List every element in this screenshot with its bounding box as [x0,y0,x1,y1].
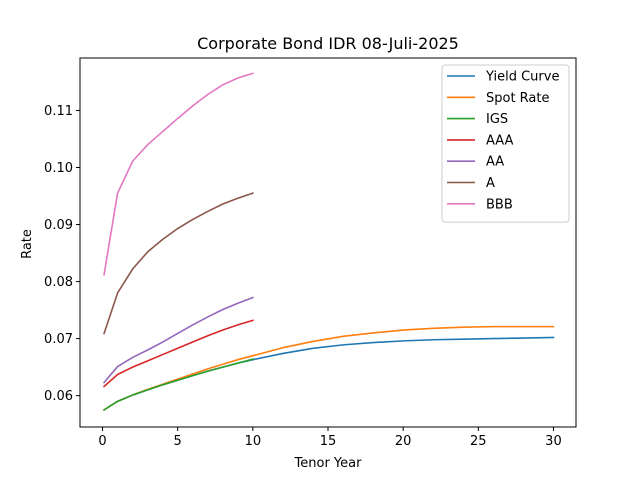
x-tick-label: 20 [395,434,412,449]
y-axis-label: Rate [20,229,35,259]
legend-label: AA [486,155,504,170]
chart-title: Corporate Bond IDR 08-Juli-2025 [197,34,459,53]
series-line-yield-curve [102,336,555,411]
y-tick-label: 0.07 [44,332,73,347]
legend-label: BBB [486,197,513,212]
legend-label: AAA [486,133,514,148]
series-line-a [103,192,254,335]
x-tick-label: 15 [320,434,337,449]
legend-label: A [486,176,495,191]
y-tick-label: 0.08 [44,275,73,290]
series-line-igs [102,358,254,411]
x-tick-label: 10 [245,434,262,449]
y-tick-label: 0.09 [44,218,73,233]
x-tick-label: 5 [174,434,182,449]
series-line-aa [102,296,254,384]
series-line-bbb [103,72,254,276]
legend-label: IGS [486,112,508,127]
x-tick-label: 0 [98,434,106,449]
y-axis: 0.06 0.07 0.08 0.09 0.10 0.11 [44,104,80,404]
y-tick-label: 0.06 [44,389,73,404]
series-layer [102,72,555,411]
x-tick-label: 25 [470,434,487,449]
x-axis: 0 5 10 15 20 25 30 [98,427,562,449]
legend-label: Spot Rate [486,91,550,106]
y-tick-label: 0.11 [44,104,73,119]
x-axis-label: Tenor Year [294,456,363,471]
legend-label: Yield Curve [485,70,559,85]
x-tick-label: 30 [545,434,562,449]
series-line-aaa [102,319,254,388]
y-tick-label: 0.10 [44,161,73,176]
